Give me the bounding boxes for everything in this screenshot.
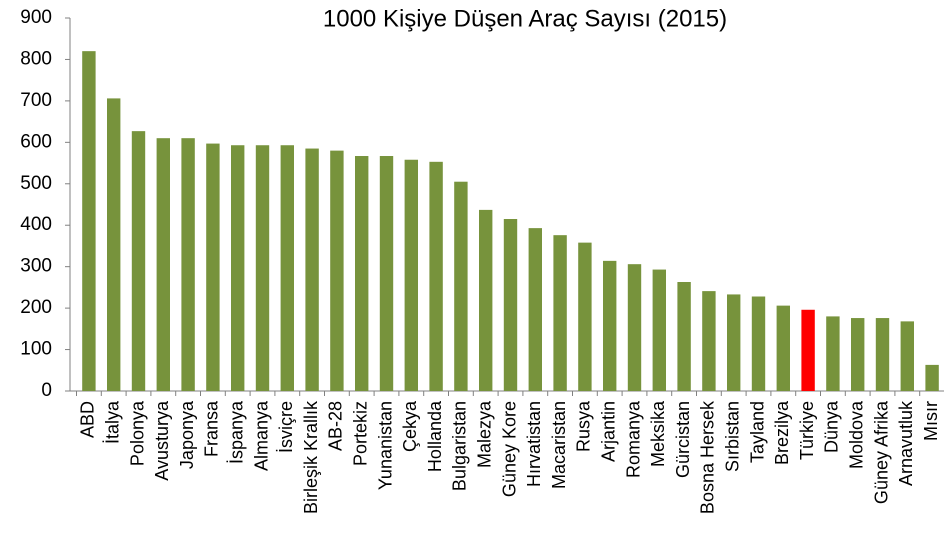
bar	[305, 148, 319, 391]
x-tick-label: Birleşik Krallık	[301, 400, 321, 514]
x-tick-label: Polonya	[127, 400, 147, 466]
x-tick-label: Bulgaristan	[450, 401, 470, 491]
x-tick-label: Meksika	[648, 400, 668, 467]
bar	[826, 316, 840, 391]
x-tick-label: Arjantin	[598, 401, 618, 462]
x-tick-label: Arnavutluk	[896, 400, 916, 486]
y-tick-label: 300	[20, 256, 52, 277]
bar	[255, 145, 270, 391]
y-tick-label: 700	[20, 90, 52, 111]
x-tick-label: AB-28	[326, 401, 346, 451]
bar	[603, 260, 617, 391]
y-tick-label: 600	[20, 131, 52, 152]
bar	[330, 150, 344, 391]
x-tick-label: Rusya	[574, 400, 594, 452]
x-tick-label: Almanya	[251, 400, 271, 471]
x-tick-label: Yunanistan	[375, 401, 395, 490]
x-tick-label: Hırvatistan	[524, 401, 544, 487]
bar	[652, 269, 666, 391]
bar	[429, 161, 443, 391]
bar	[280, 145, 294, 391]
bar	[181, 138, 195, 391]
x-tick-label: Sırbistan	[722, 401, 742, 472]
y-tick-label: 0	[41, 380, 52, 401]
y-tick-label: 200	[20, 297, 52, 318]
bar	[528, 228, 542, 391]
x-tick-label: İspanya	[226, 400, 246, 464]
x-tick-label: İtalya	[102, 400, 122, 444]
bar	[776, 305, 790, 391]
bar	[404, 159, 418, 391]
bar	[479, 209, 493, 391]
bar	[231, 145, 245, 391]
x-tick-label: Gürcistan	[673, 401, 693, 478]
bar	[107, 98, 121, 391]
y-tick-label: 800	[20, 48, 52, 69]
x-tick-label: Türkiye	[797, 401, 817, 460]
x-tick-label: ABD	[78, 401, 98, 438]
bar	[82, 51, 96, 392]
bar	[355, 156, 369, 391]
x-tick-label: Portekiz	[350, 401, 370, 466]
bar	[553, 235, 567, 391]
x-tick-label: Güney Afrika	[871, 400, 891, 504]
x-tick-label: Fransa	[202, 400, 222, 457]
x-tick-label: Macaristan	[549, 401, 569, 489]
x-tick-label: Japonya	[177, 400, 197, 469]
bar	[851, 318, 865, 391]
bar	[379, 156, 394, 391]
x-tick-label: Moldova	[846, 400, 866, 469]
x-tick-label: Güney Kore	[499, 401, 519, 497]
bar	[578, 242, 592, 391]
x-tick-label: Mısır	[921, 401, 941, 441]
x-tick-label: Malezya	[474, 400, 494, 468]
y-tick-label: 100	[20, 339, 52, 360]
x-tick-label: Dünya	[822, 400, 842, 453]
bar	[131, 131, 146, 392]
bar	[677, 282, 691, 391]
bar	[156, 138, 170, 391]
bar	[627, 264, 642, 391]
x-tick-label: Bosna Hersek	[698, 400, 718, 514]
bar	[727, 294, 741, 391]
bar	[751, 296, 766, 391]
bar	[925, 364, 939, 391]
bar	[454, 181, 468, 391]
bar	[900, 321, 914, 391]
bar	[206, 143, 220, 391]
bar	[702, 291, 716, 391]
x-tick-label: İsviçre	[276, 401, 296, 453]
y-tick-label: 900	[20, 7, 52, 28]
x-tick-label: Avusturya	[152, 400, 172, 481]
bar	[801, 309, 815, 391]
x-tick-label: Hollanda	[425, 400, 445, 472]
x-tick-label: Çekya	[400, 400, 420, 452]
chart-title: 1000 Kişiye Düşen Araç Sayısı (2015)	[323, 5, 727, 32]
x-tick-label: Romanya	[623, 400, 643, 478]
x-tick-label: Brezilya	[772, 400, 792, 465]
y-tick-label: 500	[20, 173, 52, 194]
bar	[875, 318, 890, 391]
y-tick-label: 400	[20, 214, 52, 235]
x-tick-label: Tayland	[747, 401, 767, 463]
bar	[503, 219, 518, 391]
